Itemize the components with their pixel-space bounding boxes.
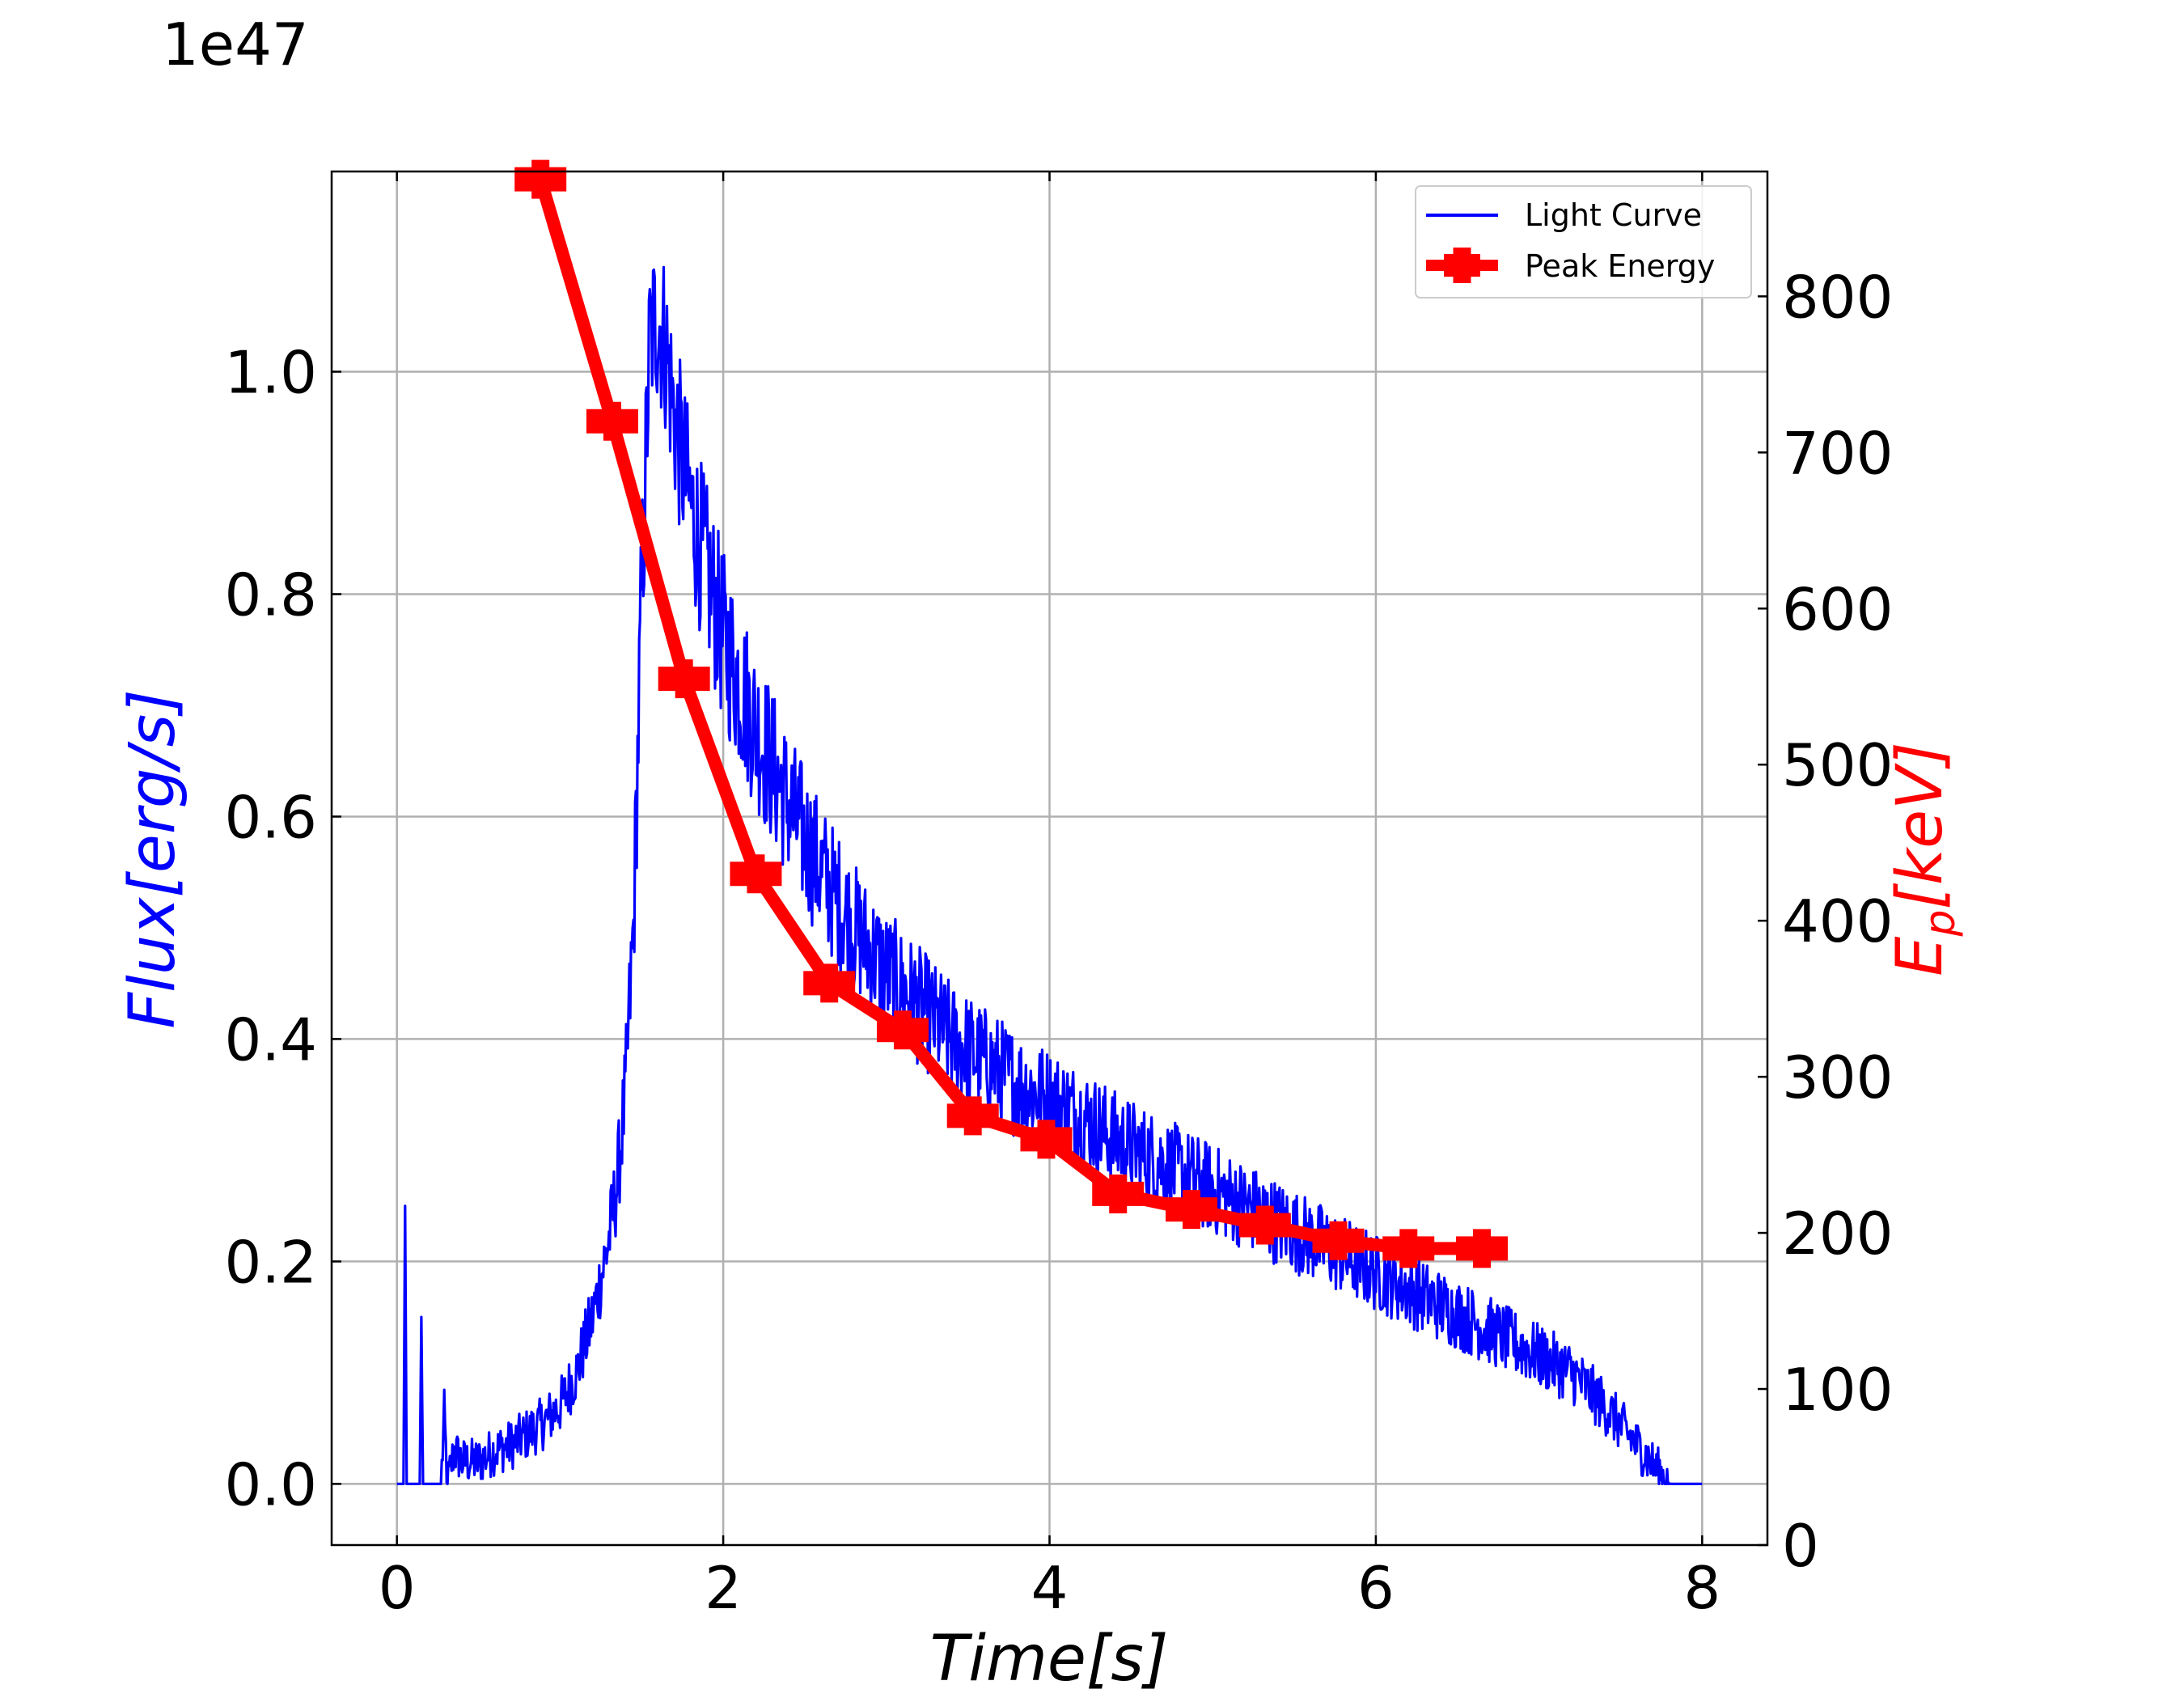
peak-energy-point	[803, 963, 856, 1003]
y-left-tick-label: 1.0	[224, 338, 317, 406]
grid	[332, 171, 1767, 1545]
peak-energy-point	[1312, 1221, 1365, 1260]
y-offset-text: 1e47	[162, 11, 309, 78]
peak-energy-point	[1020, 1120, 1073, 1159]
y-left-tick-label: 0.0	[224, 1450, 317, 1518]
peak-energy-point	[658, 659, 710, 699]
legend-peak-energy-label: Peak Energy	[1525, 248, 1715, 284]
peak-energy-point	[946, 1096, 999, 1136]
svg-text:Ep[keV]: Ep[keV]	[1884, 742, 1965, 976]
peak-energy-point	[1238, 1205, 1291, 1245]
y-axis-label-right-unit: [keV]	[1884, 742, 1957, 909]
y-right-tick-label: 100	[1782, 1356, 1893, 1424]
y-axis-label-left: Flux[erg/s]	[116, 689, 189, 1028]
y-right-tick-label: 300	[1782, 1044, 1893, 1111]
peak-energy-point	[876, 1010, 929, 1050]
legend-peak-energy-marker	[1444, 248, 1480, 283]
y-left-tick-label: 0.4	[224, 1006, 317, 1073]
peak-energy-point	[514, 159, 567, 199]
legend-light-curve-label: Light Curve	[1525, 197, 1702, 233]
y-right-tick-label: 600	[1782, 575, 1893, 643]
y-right-tick-label: 0	[1782, 1512, 1819, 1580]
y-right-tick-label: 800	[1782, 263, 1893, 331]
y-right-tick-label: 700	[1782, 419, 1893, 487]
peak-energy-layer	[514, 159, 1509, 1268]
x-tick-label: 2	[705, 1554, 742, 1622]
y-right-tick-label: 500	[1782, 731, 1893, 799]
y-axis-label-right: Ep[keV]	[1884, 742, 1965, 976]
x-tick-label: 8	[1683, 1554, 1721, 1622]
y-axis-label-right-subscript: p	[1916, 910, 1965, 938]
x-tick-label: 6	[1357, 1554, 1395, 1622]
peak-energy-point	[1382, 1229, 1435, 1268]
x-tick-label: 4	[1031, 1554, 1069, 1622]
ticks: 0 2 4 6 8 0.0 0.2 0.4 0.6 0.8 1.0 0 100 200 300 400 500 6…	[224, 171, 1893, 1622]
y-right-tick-label: 200	[1782, 1200, 1893, 1268]
legend: Light Curve Peak Energy	[1415, 185, 1752, 298]
plot-area	[396, 159, 1703, 1486]
peak-energy-point	[1092, 1174, 1145, 1213]
x-tick-label: 0	[379, 1554, 416, 1622]
y-right-tick-label: 400	[1782, 887, 1893, 955]
peak-energy-point	[586, 401, 638, 441]
y-left-tick-label: 0.2	[224, 1228, 317, 1296]
x-axis-label: Time[s]	[930, 1623, 1169, 1696]
peak-energy-point	[1165, 1190, 1217, 1230]
peak-energy-point	[1456, 1229, 1509, 1268]
y-left-tick-label: 0.6	[224, 783, 317, 851]
peak-energy-point	[730, 854, 782, 894]
y-left-tick-label: 0.8	[224, 561, 317, 629]
